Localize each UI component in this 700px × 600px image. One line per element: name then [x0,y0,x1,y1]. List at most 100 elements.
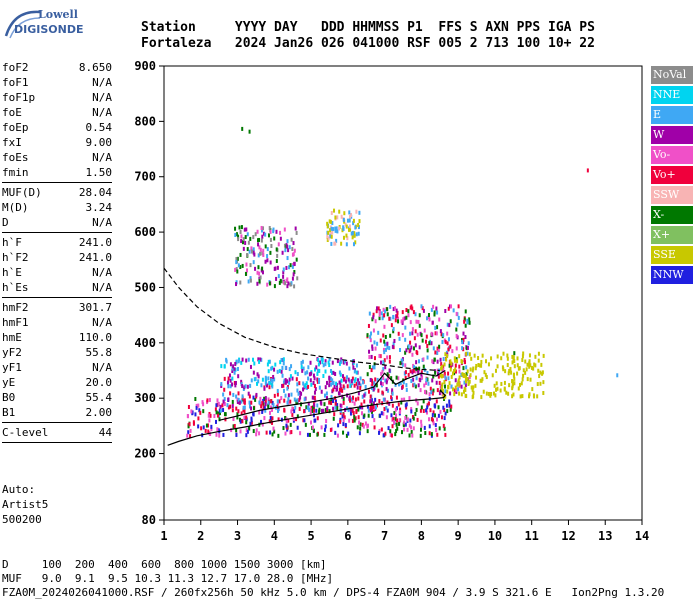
echo-point [262,231,265,236]
echo-point [347,408,350,413]
echo-point [473,353,476,358]
echo-point [259,396,262,401]
echo-point [337,423,340,428]
echo-point [260,225,263,230]
echo-point [455,357,458,362]
echo-point [241,263,244,268]
echo-point [370,354,373,359]
echo-point [264,244,267,249]
echo-point [444,339,447,344]
echo-point [431,359,434,364]
auto-version: 500200 [2,513,42,526]
echo-point [264,232,267,237]
echo-point [293,270,296,275]
echo-point [289,282,292,287]
echo-point [407,372,410,377]
echo-point [416,367,419,372]
echo-point [407,344,410,349]
echo-point [329,231,332,236]
echo-point [318,368,321,373]
y-tick-label: 200 [134,447,156,461]
echo-point [328,383,331,388]
echo-point [380,381,383,386]
echo-point [264,396,267,401]
echo-point [369,406,372,411]
echo-point [388,359,391,364]
echo-point [305,385,308,390]
echo-point [329,376,332,381]
echo-point [353,383,356,388]
echo-point [252,247,255,252]
echo-point [207,423,210,428]
echo-point [231,403,234,408]
axes-layer: 1 2 3 4 5 6 7 8 9 10 11 12 13 14802003004005006007008… [134,59,649,543]
echo-point [403,316,406,321]
echo-point [328,379,331,384]
echo-point [355,381,358,386]
echo-point [259,275,262,280]
echo-point [207,413,210,418]
echo-point [290,430,293,435]
echo-point [328,357,331,362]
echo-point [500,356,503,361]
echo-point [404,370,407,375]
echo-point [298,381,301,386]
echo-point [287,393,290,398]
echo-point [208,418,211,423]
echo-point [239,280,242,285]
echo-point [311,409,314,414]
echo-point [425,410,428,415]
param-row: foEp 0.54 [2,120,112,135]
echo-point [362,424,365,429]
param-value: 3.24 [85,201,113,214]
echo-point [329,234,332,239]
echo-point [478,363,481,368]
echo-point [229,391,232,396]
echo-point [452,308,455,313]
echo-point [435,331,438,336]
param-name: foF1 [2,76,29,89]
echo-point [521,354,524,359]
echo-point [198,408,201,413]
echo-point [295,417,298,422]
echo-point [509,366,512,371]
echo-point [402,380,405,385]
echo-point [266,258,269,263]
echo-point [325,391,328,396]
echo-point [324,369,327,374]
echo-point [250,246,253,251]
param-row: foF1 N/A [2,75,112,90]
param-name: yF1 [2,361,22,374]
echo-point [237,237,240,242]
echo-point [284,281,287,286]
echo-point [266,247,269,252]
echo-point [339,380,342,385]
echo-point [357,415,360,420]
echo-point [269,250,272,255]
echo-point [449,391,452,396]
echo-point [235,428,238,433]
echo-point [338,226,341,231]
echo-point [247,391,250,396]
echo-point [338,370,341,375]
echo-point [239,229,242,234]
echo-point [261,228,264,233]
echo-point [282,270,285,275]
echo-point [405,307,408,312]
echo-point [299,395,302,400]
echo-point [382,307,385,312]
param-name: fxI [2,136,22,149]
echo-point [448,399,451,404]
param-separator [2,232,112,233]
echo-point [394,318,397,323]
echo-point [386,372,389,377]
param-row: h`E N/A [2,265,112,280]
extraordinary-trace-line [219,369,446,421]
echo-point [246,384,249,389]
echo-point [273,236,276,241]
echo-point [263,386,266,391]
echo-point [245,227,248,232]
echo-point [418,313,421,318]
echo-point [395,422,398,427]
echo-point [396,418,399,423]
